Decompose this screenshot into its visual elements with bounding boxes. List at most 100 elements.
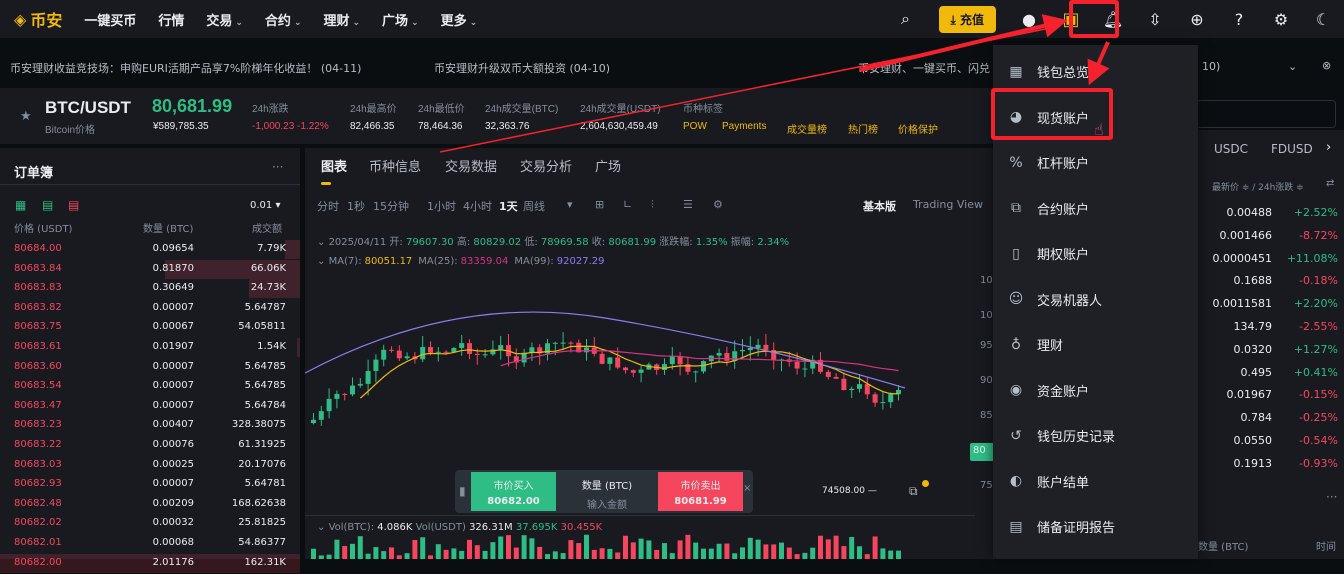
timeframe-option[interactable]: 4小时	[463, 200, 492, 213]
close-icon[interactable]: ×	[743, 483, 752, 494]
tag-link[interactable]: Payments	[722, 121, 767, 132]
timeframe-option[interactable]: 周线	[523, 200, 545, 213]
search-icon[interactable]: ⌕	[901, 9, 910, 28]
indicators-icon[interactable]: ☰	[683, 198, 693, 211]
ask-row[interactable]: 80683.84 0.81870 66.06K	[0, 259, 300, 280]
download-app-icon[interactable]: ⇳	[1148, 9, 1162, 29]
precision-select[interactable]: 0.01 ▾	[250, 200, 281, 211]
market-row[interactable]: 134.79 -2.55%	[1198, 320, 1344, 340]
tab-usdc[interactable]: USDC	[1214, 142, 1249, 156]
menu-item[interactable]: ▯ 期权账户	[1007, 244, 1089, 264]
nav-item[interactable]: 一键买币	[84, 13, 137, 29]
chevron-down-icon[interactable]: ⌄	[1288, 60, 1298, 73]
more-timeframes-caret[interactable]: ▾	[567, 198, 573, 211]
tag-link[interactable]: 价格保护	[898, 125, 938, 136]
nav-item[interactable]: 行情	[158, 13, 185, 29]
market-row[interactable]: 0.784 -0.25%	[1198, 411, 1344, 431]
nav-item[interactable]: 广场 ⌄	[382, 13, 419, 29]
timeframe-option[interactable]: 1天	[499, 200, 518, 213]
menu-item[interactable]: ◕ 现货账户	[1007, 108, 1089, 127]
ask-row[interactable]: 80683.23 0.00407 328.38075	[0, 416, 300, 436]
view-both-icon[interactable]: ▦	[15, 198, 27, 212]
ask-row[interactable]: 80682.02 0.00032 25.81825	[0, 514, 300, 534]
brand-logo[interactable]: ◈ 币安	[14, 9, 63, 31]
announcement-2[interactable]: 币安理财升级双币大额投资 (04-10)	[434, 62, 611, 75]
deposit-button[interactable]: ⤓ 充值	[938, 5, 996, 33]
candlestick-chart[interactable]	[305, 273, 915, 503]
market-row[interactable]: 0.495 +0.41%	[1198, 366, 1344, 386]
menu-item[interactable]: % 杠杆账户	[1007, 153, 1089, 173]
basic-mode[interactable]: 基本版	[863, 200, 896, 213]
market-row[interactable]: 0.0000451 +11.08%	[1198, 252, 1344, 272]
market-sort-header[interactable]: 最新价 ≑ / 24h涨跌 ≑	[1212, 183, 1304, 193]
ask-row[interactable]: 80682.48 0.00209 168.62638	[0, 495, 300, 515]
announcement-3[interactable]: 币安理财、一键买币、闪兑	[858, 62, 990, 75]
announcement-4[interactable]: 10)	[1202, 60, 1221, 73]
ask-row[interactable]: 80684.00 0.09654 7.79K	[0, 240, 300, 260]
ask-row[interactable]: 80683.03 0.00025 20.17076	[0, 456, 300, 476]
favorite-star-icon[interactable]: ★	[20, 108, 32, 123]
settings-icon[interactable]: ⚙	[713, 198, 723, 211]
market-row[interactable]: 0.001466 -8.72%	[1198, 229, 1344, 249]
nav-item[interactable]: 合约 ⌄	[264, 13, 302, 29]
compare-icon[interactable]: ⧉	[909, 484, 918, 498]
menu-item[interactable]: ⧉ 合约账户	[1007, 199, 1089, 218]
candle-type-icon[interactable]: ⊞	[595, 198, 605, 211]
tag-link[interactable]: 热门榜	[848, 125, 878, 136]
ask-row[interactable]: 80683.60 0.00007 5.64785	[0, 358, 300, 378]
menu-item[interactable]: ▦ 钱包总览	[1007, 62, 1089, 82]
market-sell-button[interactable]: 市价卖出 80681.99	[658, 472, 743, 511]
pair-subtitle[interactable]: Bitcoin价格	[45, 125, 96, 136]
tab-fdusd[interactable]: FDUSD	[1271, 142, 1313, 156]
user-icon[interactable]: ●	[1022, 9, 1036, 29]
menu-item[interactable]: ▤ 储备证明报告	[1007, 517, 1115, 537]
close-icon[interactable]: ⊗	[1322, 59, 1332, 72]
gear-icon[interactable]: ⚙	[1273, 9, 1289, 29]
market-row[interactable]: 0.0320 +1.27%	[1198, 343, 1344, 363]
view-asks-icon[interactable]: ▤	[68, 198, 80, 212]
menu-item[interactable]: ☺ 交易机器人	[1008, 291, 1103, 309]
market-row[interactable]: 0.1913 -0.93%	[1198, 457, 1344, 477]
market-row[interactable]: 0.1688 -0.18%	[1198, 274, 1344, 294]
nav-item[interactable]: 理财 ⌄	[323, 13, 361, 29]
nav-item[interactable]: 交易 ⌄	[206, 13, 243, 29]
ask-row[interactable]: 80683.83 0.30649 24.73K	[0, 279, 300, 299]
market-row[interactable]: 0.0550 -0.54%	[1198, 434, 1344, 454]
help-icon[interactable]: ?	[1234, 9, 1244, 29]
more-icon[interactable]: ···	[272, 160, 284, 174]
ask-row[interactable]: 80683.47 0.00007 5.64784	[0, 397, 300, 417]
nav-item[interactable]: 更多 ⌄	[440, 13, 478, 29]
chart-tab[interactable]: 广场	[595, 160, 622, 175]
ask-row[interactable]: 80682.93 0.00007 5.64781	[0, 475, 300, 495]
ask-row[interactable]: 80683.61 0.01907 1.54K	[0, 338, 300, 358]
timeframe-option[interactable]: 分时	[317, 200, 339, 213]
menu-item[interactable]: ♁ 理财	[1007, 335, 1063, 355]
tag-link[interactable]: POW	[683, 121, 707, 132]
market-row[interactable]: 0.00488 +2.52%	[1198, 206, 1344, 226]
ask-row[interactable]: 80683.75 0.00067 54.05811	[0, 318, 300, 338]
chart-tab[interactable]: 图表	[321, 160, 348, 175]
tradingview-mode[interactable]: Trading View	[913, 198, 983, 211]
depth-icon[interactable]: ⫶	[651, 198, 654, 211]
ask-row[interactable]: 80683.82 0.00007 5.64787	[0, 299, 300, 319]
globe-icon[interactable]: ⊕	[1190, 9, 1204, 29]
ask-row[interactable]: 80682.01 0.00068 54.86377	[0, 534, 300, 554]
timeframe-option[interactable]: 15分钟	[373, 200, 409, 213]
theme-moon-icon[interactable]: ☾	[1315, 9, 1331, 29]
timeframe-option[interactable]: 1秒	[347, 200, 365, 213]
market-buy-button[interactable]: 市价买入 80682.00	[471, 472, 556, 511]
chevron-right-icon[interactable]: ›	[1326, 140, 1332, 155]
chart-tab[interactable]: 交易分析	[520, 160, 573, 175]
tag-link[interactable]: 成交量榜	[787, 125, 827, 136]
timeframe-option[interactable]: 1小时	[427, 200, 456, 213]
ask-row[interactable]: 80683.54 0.00007 5.64785	[0, 377, 300, 397]
menu-item[interactable]: ◉ 资金账户	[1007, 381, 1089, 400]
menu-item[interactable]: ↺ 钱包历史记录	[1007, 426, 1115, 446]
chart-tab[interactable]: 币种信息	[369, 160, 422, 175]
swap-icon[interactable]: ⇄	[1326, 178, 1335, 189]
more-icon[interactable]: ···	[1326, 490, 1338, 504]
market-row[interactable]: 0.0011581 +2.20%	[1198, 297, 1344, 317]
drawing-icon[interactable]: ∟	[623, 198, 633, 211]
view-bids-icon[interactable]: ▤	[42, 198, 54, 212]
market-row[interactable]: 0.01967 -0.15%	[1198, 388, 1344, 408]
